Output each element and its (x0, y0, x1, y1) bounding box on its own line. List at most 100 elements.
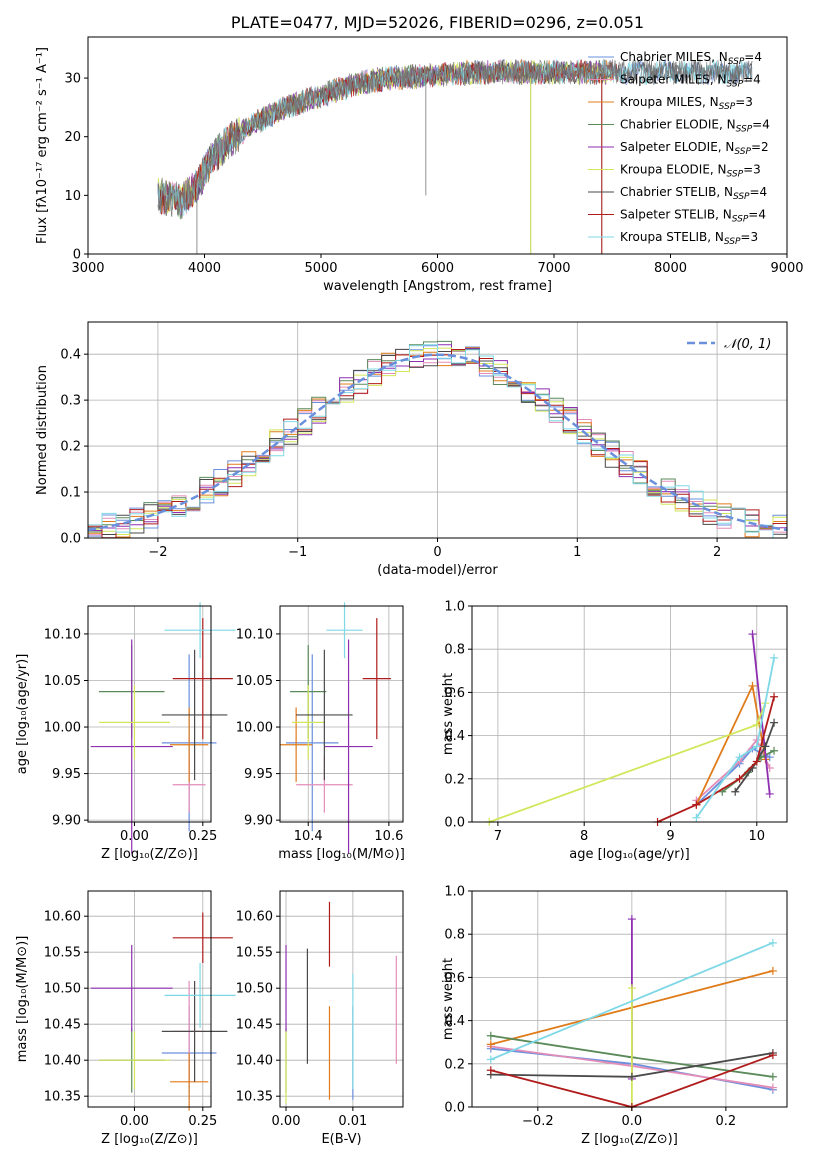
legend-sub: SSP (732, 215, 749, 225)
y-tick-label: 0.8 (444, 643, 465, 658)
legend-label: Chabrier ELODIE, N (620, 118, 736, 132)
legend-label: Kroupa ELODIE, N (620, 163, 727, 177)
y-tick-label: 10.55 (44, 946, 81, 961)
y-axis-label: mass weight (441, 958, 456, 1040)
x-tick-label: 0.00 (272, 1114, 301, 1129)
mass-weight-vs-age-chart: 7 8 9 10 0.0 0.2 0.4 0.6 0.8 1.0 age [log₁₀(age/yr… (441, 600, 788, 862)
y-tick-label: 10.40 (236, 1054, 273, 1069)
y-tick-label: 0.4 (60, 348, 81, 363)
data-point-marker (692, 800, 701, 809)
y-tick-label: 0.2 (444, 1057, 465, 1072)
y-tick-label: 1.0 (444, 885, 465, 900)
y-tick-label: 10.45 (236, 1018, 273, 1033)
y-tick-label: 10.50 (44, 982, 81, 997)
series-line-kroupa-stelib (695, 657, 775, 819)
legend-sub: SSP (736, 125, 753, 135)
data-point-marker (735, 753, 744, 762)
axes-frame (279, 890, 404, 1108)
age-vs-Z-chart: 0.00 0.25 9.90 9.95 10.00 10.05 10.10 Z [log₁₀(… (15, 602, 236, 862)
x-axis-label: wavelength [Angstrom, rest frame] (323, 279, 552, 294)
legend-eq: =3 (743, 163, 761, 177)
data-point-marker (486, 1055, 495, 1064)
x-tick-label: 10 (749, 829, 766, 844)
data-point-marker (486, 1066, 495, 1075)
legend-sub: SSP (734, 147, 751, 157)
legend-sub: SSP (727, 170, 744, 180)
axes-frame (471, 605, 788, 823)
x-tick-label: −2 (148, 545, 167, 560)
legend-sub: SSP (719, 102, 736, 112)
x-tick-label: 7 (494, 829, 502, 844)
legend-entry: Chabrier STELIB, NSSP=4 (620, 185, 767, 202)
histograms (87, 340, 788, 539)
y-tick-label: 10.10 (44, 627, 81, 642)
x-tick-label: 6000 (421, 261, 454, 276)
axes-frame (87, 605, 212, 823)
legend-label: Salpeter STELIB, N (620, 208, 732, 222)
mass-vs-Z-chart: 0.00 0.25 10.35 10.40 10.45 10.50 10.55 10.60 Z … (15, 890, 236, 1147)
y-tick-label: 9.95 (52, 767, 81, 782)
x-tick-label: −0.2 (522, 1114, 554, 1129)
y-tick-label: 10.60 (236, 910, 273, 925)
axes-frame (471, 890, 788, 1108)
y-axis-label: Flux [fλ10⁻¹⁷ erg cm⁻² s⁻¹ A⁻¹] (35, 47, 50, 244)
y-tick-label: 10.55 (236, 946, 273, 961)
y-tick-label: 10.05 (236, 674, 273, 689)
series-lines (485, 630, 779, 826)
data-point-marker (752, 742, 761, 751)
series-line-kroupa-stelib (490, 941, 774, 1061)
legend-entry: Salpeter MILES, NSSP=4 (620, 73, 761, 90)
residuals-chart: −2 −1 0 1 2 0.0 0.1 0.2 0.3 0.4 (data-model)/error… (35, 321, 788, 578)
axes-frame (279, 605, 404, 823)
data-point-marker (627, 1072, 636, 1081)
legend-eq: =4 (748, 208, 766, 222)
data-point-marker (768, 1083, 777, 1092)
series-line-kroupa-elodie (488, 702, 767, 823)
data-point-marker (770, 653, 779, 662)
legend-eq: =4 (744, 50, 762, 64)
y-tick-label: 0.8 (444, 928, 465, 943)
data-point-marker (627, 984, 636, 993)
x-tick-label: 0.25 (188, 829, 217, 844)
data-point-marker (748, 630, 757, 639)
histogram-kroupa-stelib (88, 344, 787, 539)
legend-label: Kroupa STELIB, N (620, 230, 724, 244)
data-point-marker (752, 720, 761, 729)
y-tick-label: 10.35 (44, 1090, 81, 1105)
y-tick-label: 10.00 (236, 721, 273, 736)
gaussian-curve (87, 353, 788, 532)
y-tick-label: 0.0 (444, 816, 465, 831)
legend-entry: Kroupa STELIB, NSSP=3 (620, 230, 758, 247)
y-tick-label: 0.4 (444, 729, 465, 744)
data-point-marker (768, 938, 777, 947)
legend-label: 𝒩(0, 1) (724, 337, 771, 352)
legend-entry: Salpeter STELIB, NSSP=4 (620, 208, 766, 225)
legend-entry: Kroupa MILES, NSSP=3 (620, 95, 753, 112)
x-axis-label: (data-model)/error (377, 563, 498, 578)
spectrum-chart: 3000 4000 5000 6000 7000 8000 9000 0 10 20 30 wavel… (35, 13, 804, 294)
legend-sub: SSP (724, 237, 741, 247)
y-tick-label: 9.90 (244, 814, 273, 829)
x-tick-label: −1 (288, 545, 307, 560)
y-tick-label: 0.2 (60, 440, 81, 455)
y-tick-label: 0.1 (60, 486, 81, 501)
legend-entry: Chabrier ELODIE, NSSP=4 (620, 118, 770, 135)
series-line-kroupa-miles (695, 682, 767, 806)
chart-title: PLATE=0477, MJD=52026, FIBERID=0296, z=0… (231, 13, 644, 32)
y-tick-label: 9.95 (244, 767, 273, 782)
y-tick-label: 10.05 (44, 674, 81, 689)
x-tick-label: 8000 (654, 261, 687, 276)
x-axis-label: age [log₁₀(age/yr)] (569, 847, 690, 862)
legend-sub: SSP (733, 192, 750, 202)
y-axis-label: age [log₁₀(age/yr)] (15, 654, 30, 775)
data-point-marker (768, 966, 777, 975)
data-point-marker (768, 1051, 777, 1060)
errorbars (280, 602, 391, 854)
y-tick-label: 10.10 (236, 627, 273, 642)
data-point-marker (486, 1031, 495, 1040)
y-tick-label: 0.0 (444, 1101, 465, 1116)
x-tick-label: 7000 (537, 261, 570, 276)
x-tick-label: 0.01 (338, 1114, 367, 1129)
mass-vs-ebv-chart: 0.00 0.01 10.35 10.40 10.45 10.50 10.55 10.60 E(… (236, 890, 404, 1147)
x-axis-label: Z [log₁₀(Z/Z⊙)] (101, 1132, 198, 1147)
